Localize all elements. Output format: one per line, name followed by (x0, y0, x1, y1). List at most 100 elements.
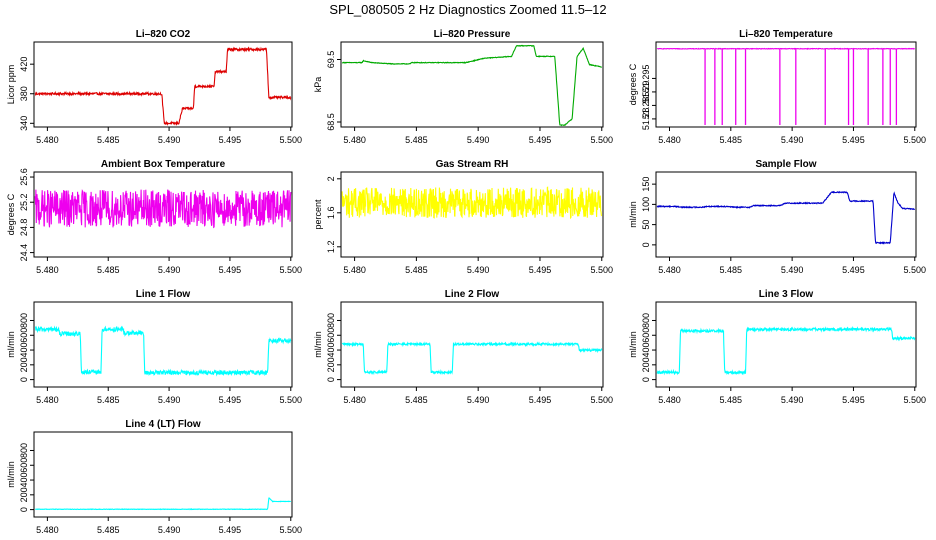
plot-frame (33, 301, 293, 388)
y-tick-label: 69.5 (326, 51, 336, 69)
y-tick-label: 2 (326, 176, 336, 181)
y-tick-label: 200 (641, 357, 651, 372)
x-tick-label: 5.500 (904, 395, 927, 405)
x-tick-label: 5.485 (97, 135, 120, 145)
y-axis-label: ml/min (6, 331, 16, 358)
y-tick-label: 800 (326, 313, 336, 328)
y-tick-label: 51.28 (641, 108, 651, 131)
y-axis-label: percent (313, 199, 323, 230)
y-tick-label: 68.5 (326, 113, 336, 131)
plot-frame (33, 171, 293, 258)
y-tick-label: 0 (641, 242, 651, 247)
x-tick-label: 5.500 (904, 135, 927, 145)
panel-title: Line 3 Flow (759, 289, 814, 300)
y-tick-label: 600 (19, 328, 29, 343)
x-tick-label: 5.495 (219, 395, 242, 405)
series-line (341, 341, 603, 376)
x-tick-label: 5.490 (781, 395, 804, 405)
y-tick-label: 800 (19, 313, 29, 328)
x-tick-label: 5.490 (467, 395, 490, 405)
plot-frame (340, 41, 604, 128)
x-tick-label: 5.500 (590, 395, 613, 405)
panel-title: Ambient Box Temperature (101, 159, 226, 170)
y-tick-label: 0 (19, 377, 29, 382)
x-tick-label: 5.490 (467, 135, 490, 145)
series-line (656, 325, 916, 376)
x-tick-label: 5.495 (529, 395, 552, 405)
panel-title: Line 1 Flow (136, 289, 191, 300)
series-line (34, 189, 292, 229)
y-tick-label: 400 (641, 343, 651, 358)
series-line (341, 44, 603, 127)
x-tick-label: 5.480 (343, 265, 366, 275)
y-axis-label: Licor ppm (6, 65, 16, 105)
y-tick-label: 420 (19, 57, 29, 72)
y-tick-label: 0 (19, 507, 29, 512)
x-tick-label: 5.485 (405, 395, 428, 405)
y-tick-label: 600 (19, 458, 29, 473)
y-tick-label: 380 (19, 86, 29, 101)
y-tick-label: 1.6 (326, 207, 336, 220)
x-tick-label: 5.500 (590, 135, 613, 145)
x-tick-label: 5.485 (97, 525, 120, 535)
panel-title: Li–820 Pressure (434, 29, 511, 40)
x-tick-label: 5.495 (529, 265, 552, 275)
chart-panel-10: Line 4 (LT) Flow 5.480 5.485 5.490 5.495 5.50… (6, 419, 302, 535)
x-tick-label: 5.485 (405, 265, 428, 275)
y-tick-label: 800 (641, 313, 651, 328)
chart-panel-9: Line 3 Flow 5.480 5.485 5.490 5.495 5.500 0 200… (628, 289, 926, 405)
panel-title: Li–820 CO2 (136, 29, 191, 40)
y-tick-label: 200 (326, 357, 336, 372)
y-tick-label: 0 (641, 377, 651, 382)
y-tick-label: 24.4 (19, 244, 29, 262)
y-axis-label: ml/min (6, 461, 16, 488)
x-tick-label: 5.500 (590, 265, 613, 275)
y-axis-label: ml/min (628, 331, 638, 358)
x-tick-label: 5.480 (36, 525, 59, 535)
plot-frame (655, 171, 917, 258)
x-tick-label: 5.495 (219, 525, 242, 535)
y-tick-label: 25.6 (19, 168, 29, 186)
chart-panel-7: Line 1 Flow 5.480 5.485 5.490 5.495 5.500 0 200… (6, 289, 302, 405)
x-tick-label: 5.485 (97, 395, 120, 405)
chart-panel-3: Li–820 Temperature 5.480 5.485 5.490 5.495 5.… (628, 29, 926, 145)
y-tick-label: 800 (19, 443, 29, 458)
x-tick-label: 5.490 (467, 265, 490, 275)
plot-frame (340, 171, 604, 258)
x-tick-label: 5.495 (529, 135, 552, 145)
x-tick-label: 5.480 (36, 135, 59, 145)
x-tick-label: 5.480 (343, 395, 366, 405)
x-tick-label: 5.495 (842, 395, 865, 405)
figure-title: SPL_080505 2 Hz Diagnostics Zoomed 11.5–… (329, 2, 607, 17)
y-axis-label: kPa (313, 77, 323, 93)
chart-panel-2: Li–820 Pressure 5.480 5.485 5.490 5.495 5.500… (313, 29, 613, 145)
chart-panel-1: Li–820 CO2 5.480 5.485 5.490 5.495 5.500 340 38… (6, 29, 302, 145)
series-line (341, 186, 603, 220)
panel-title: Line 4 (LT) Flow (125, 419, 201, 430)
x-tick-label: 5.485 (720, 395, 743, 405)
x-tick-label: 5.500 (280, 265, 303, 275)
x-tick-label: 5.495 (219, 265, 242, 275)
x-tick-label: 5.495 (842, 135, 865, 145)
x-tick-label: 5.490 (781, 265, 804, 275)
series-line (656, 190, 915, 245)
y-axis-label: degrees C (628, 63, 638, 105)
x-tick-label: 5.490 (158, 525, 181, 535)
y-tick-label: 100 (641, 197, 651, 212)
panel-title: Gas Stream RH (436, 159, 509, 170)
y-tick-label: 400 (19, 343, 29, 358)
y-tick-label: 400 (19, 473, 29, 488)
y-tick-label: 340 (19, 116, 29, 131)
x-tick-label: 5.480 (343, 135, 366, 145)
y-tick-label: 0 (326, 377, 336, 382)
x-tick-label: 5.500 (280, 135, 303, 145)
y-tick-label: 1.2 (326, 241, 336, 254)
x-tick-label: 5.490 (158, 135, 181, 145)
y-tick-label: 51.29 (641, 81, 651, 104)
panel-title: Line 2 Flow (445, 289, 500, 300)
y-axis-label: ml/min (628, 201, 638, 228)
x-tick-label: 5.485 (97, 265, 120, 275)
y-tick-label: 25.2 (19, 193, 29, 211)
y-tick-label: 200 (19, 487, 29, 502)
